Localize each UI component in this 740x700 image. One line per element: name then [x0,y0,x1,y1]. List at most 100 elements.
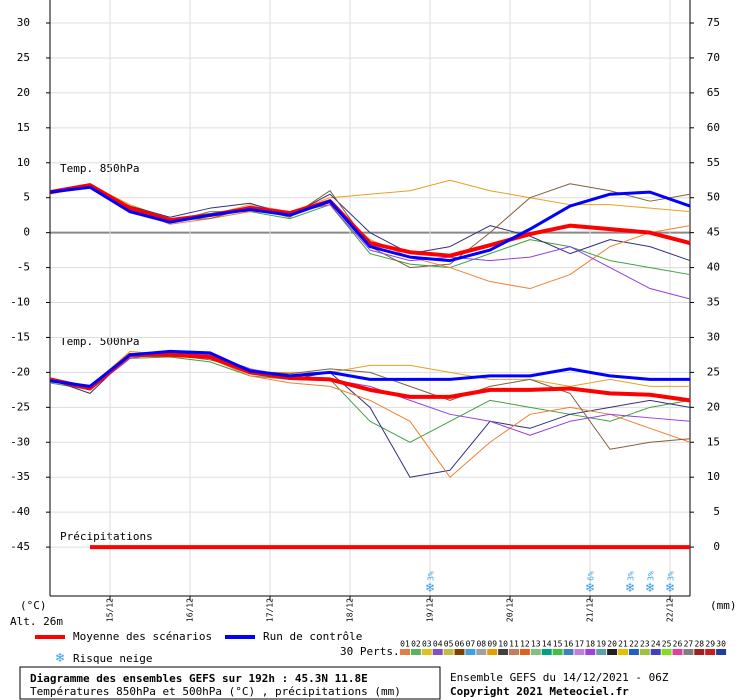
footer-run: Ensemble GEFS du 14/12/2021 - 06Z [450,671,669,684]
y2-tick-label: 15 [707,435,720,448]
y2-tick-label: 55 [707,156,720,169]
member-label: 15 [553,640,563,649]
member-label: 28 [694,640,704,649]
series-line [49,186,691,262]
y-tick-label: -30 [10,435,30,448]
y-tick-label: -10 [10,296,30,309]
member-swatch [618,649,628,655]
series-line [49,352,691,403]
y2-tick-label: 65 [707,86,720,99]
member-swatch [672,649,683,655]
panel-label: Précipitations [60,530,153,543]
snow-icon: ❄ [586,580,595,596]
y-tick-label: 0 [23,226,30,239]
legend-icon: ❄ [56,650,65,666]
grid [50,0,690,596]
y-tick-label: 25 [17,51,30,64]
footer-title: Diagramme des ensembles GEFS sur 192h : … [30,672,368,685]
panel-label: Temp. 850hPa [60,162,139,175]
member-swatch [607,649,618,655]
member-swatch [705,649,716,655]
member-label: 18 [585,640,595,649]
y2-tick-label: 40 [707,261,720,274]
member-label: 11 [509,640,519,649]
y-tick-label: -35 [10,470,30,483]
x-tick-label: 18/12 [346,598,355,622]
y2-tick-label: 35 [707,296,720,309]
y-tick-label: -45 [10,540,30,553]
member-label: 06 [455,640,465,649]
member-label: 05 [444,640,454,649]
y-tick-label: -5 [17,261,30,274]
y-tick-label: 15 [17,121,30,134]
snow-label: 3% [667,571,676,581]
y-tick-label: -20 [10,365,30,378]
y2-unit: (mm) [710,599,737,612]
member-swatch [661,649,672,655]
member-label: 25 [662,640,672,649]
x-tick-label: 21/12 [586,598,595,622]
snow-icon: ❄ [646,580,655,596]
snow-icon: ❄ [626,580,635,596]
member-swatch [443,649,454,655]
y2-tick-label: 5 [713,505,720,518]
member-label: 29 [705,640,715,649]
y2-tick-label: 0 [713,540,720,553]
snow-label: 3% [427,571,436,581]
member-swatch [574,649,585,655]
snow-label: 6% [587,571,596,581]
y2-tick-label: 30 [707,330,720,343]
series-line [49,185,691,263]
member-label: 04 [433,640,443,649]
y2-tick-label: 60 [707,121,720,134]
snow-label: 3% [647,571,656,581]
member-swatch [421,649,432,655]
member-swatch [432,649,443,655]
member-swatch [476,649,487,655]
member-label: 12 [520,640,530,649]
x-tick-label: 17/12 [266,598,275,622]
member-label: 27 [684,640,694,649]
member-label: 26 [673,640,683,649]
member-label: 09 [487,640,497,649]
y2-tick-label: 70 [707,51,720,64]
x-tick-label: 20/12 [506,598,515,622]
member-label: 07 [466,640,476,649]
x-tick-label: 15/12 [106,598,115,622]
member-label: 03 [422,640,432,649]
series-line [49,186,691,290]
y-tick-label: 20 [17,86,30,99]
member-swatch [639,649,650,655]
y-tick-label: -15 [10,330,30,343]
panel-label: Temp. 500hPa [60,335,139,348]
member-label: 16 [564,640,574,649]
altitude: Alt. 26m [10,615,63,628]
member-label: 21 [618,640,628,649]
footer-copyright: Copyright 2021 Meteociel.fr [450,685,629,698]
member-label: 14 [542,640,552,649]
member-swatch [487,649,498,655]
member-label: 01 [400,640,410,649]
member-swatch [530,649,541,655]
series-line [49,352,691,478]
x-tick-label: 22/12 [666,598,675,622]
member-swatch [465,649,476,655]
y-tick-label: 10 [17,156,30,169]
member-swatch [509,649,519,655]
member-swatch [650,649,661,655]
series-line [49,349,690,388]
series-line [49,183,691,258]
member-swatch [596,649,607,655]
member-label: 22 [629,640,639,649]
member-label: 30 [716,640,726,649]
member-swatch [498,649,509,655]
x-tick-label: 16/12 [186,598,195,622]
member-label: 19 [596,640,606,649]
member-swatch [683,649,694,655]
legend-label: Run de contrôle [263,630,362,643]
member-swatch [552,649,563,655]
member-label: 17 [575,640,585,649]
y2-tick-label: 10 [707,470,720,483]
series-line [49,353,691,450]
